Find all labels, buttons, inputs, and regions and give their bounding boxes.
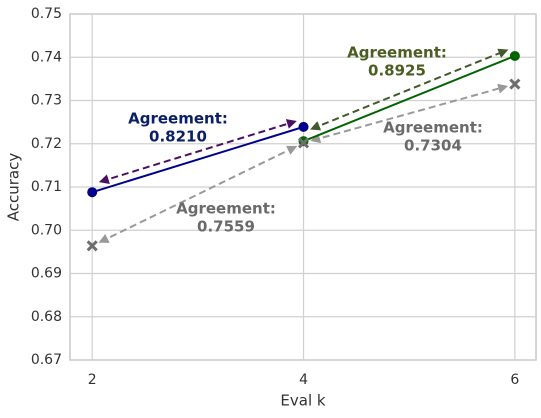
x-tick-label: 6 — [510, 372, 519, 388]
point — [298, 121, 309, 132]
point — [509, 50, 520, 61]
y-tick-label: 0.67 — [31, 352, 62, 368]
annotation-text: Agreement: — [176, 200, 276, 218]
y-tick-label: 0.71 — [31, 179, 62, 195]
annotation-text: 0.8925 — [368, 62, 426, 80]
y-tick-label: 0.69 — [31, 266, 62, 282]
y-tick-label: 0.70 — [31, 222, 62, 238]
agreement-arrow — [98, 145, 298, 243]
y-tick-label: 0.68 — [31, 309, 62, 325]
x-tick-label: 2 — [88, 372, 97, 388]
y-tick-label: 0.73 — [31, 93, 62, 109]
point — [87, 187, 98, 198]
annotation-text: 0.7559 — [197, 218, 255, 236]
x-marker — [509, 78, 521, 90]
series-line — [91, 125, 304, 194]
x-marker — [86, 240, 98, 252]
y-tick-label: 0.74 — [31, 49, 62, 65]
x-tick-label: 4 — [299, 372, 308, 388]
series-line — [303, 55, 516, 143]
annotation-text: 0.7304 — [404, 137, 462, 155]
y-tick-label: 0.72 — [31, 136, 62, 152]
annotation-text: 0.8210 — [149, 128, 207, 146]
annotation-text: Agreement: — [383, 119, 483, 137]
x-marker — [297, 137, 310, 149]
x-axis-label: Eval k — [280, 392, 325, 410]
agreement-arrow — [310, 83, 509, 144]
annotation-text: Agreement: — [128, 110, 228, 128]
y-axis-label: Accuracy — [5, 153, 23, 222]
y-tick-label: 0.75 — [31, 6, 62, 22]
annotation-text: Agreement: — [347, 44, 447, 62]
